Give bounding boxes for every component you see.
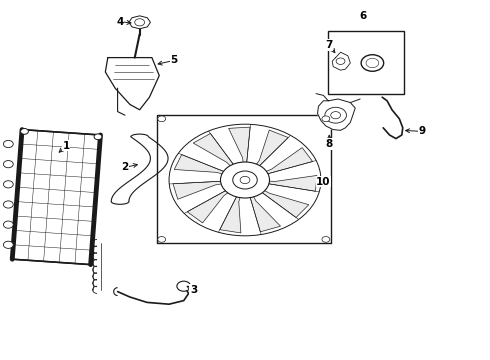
Text: 10: 10 xyxy=(316,177,331,187)
Polygon shape xyxy=(187,180,245,223)
Circle shape xyxy=(322,116,330,122)
Polygon shape xyxy=(193,134,245,180)
Polygon shape xyxy=(245,130,288,180)
Polygon shape xyxy=(105,58,159,110)
Polygon shape xyxy=(318,99,355,130)
Circle shape xyxy=(361,55,384,71)
Text: 3: 3 xyxy=(190,285,197,295)
Polygon shape xyxy=(157,115,331,243)
Polygon shape xyxy=(245,180,280,232)
Circle shape xyxy=(220,162,270,198)
Circle shape xyxy=(3,221,13,228)
Circle shape xyxy=(135,19,145,26)
Circle shape xyxy=(240,176,250,184)
Text: 1: 1 xyxy=(63,141,70,151)
Text: 4: 4 xyxy=(116,17,124,27)
Circle shape xyxy=(177,281,191,291)
Circle shape xyxy=(322,237,330,242)
Polygon shape xyxy=(173,180,245,199)
Circle shape xyxy=(3,241,13,248)
Circle shape xyxy=(158,237,166,242)
Polygon shape xyxy=(332,52,350,70)
Circle shape xyxy=(233,171,257,189)
Circle shape xyxy=(21,129,28,134)
Circle shape xyxy=(366,58,379,68)
Text: 7: 7 xyxy=(325,40,333,50)
Circle shape xyxy=(325,107,346,123)
Polygon shape xyxy=(220,180,245,233)
Text: 9: 9 xyxy=(419,126,426,136)
Polygon shape xyxy=(229,127,250,180)
Polygon shape xyxy=(245,180,309,217)
Polygon shape xyxy=(245,148,313,180)
Circle shape xyxy=(3,140,13,148)
Circle shape xyxy=(94,134,102,140)
Text: 8: 8 xyxy=(326,139,333,149)
Circle shape xyxy=(331,112,341,119)
Circle shape xyxy=(336,58,345,64)
Polygon shape xyxy=(174,154,245,180)
Polygon shape xyxy=(129,16,150,29)
Circle shape xyxy=(3,161,13,168)
Polygon shape xyxy=(12,130,100,265)
Polygon shape xyxy=(245,175,317,191)
Text: 6: 6 xyxy=(359,11,366,21)
Circle shape xyxy=(3,181,13,188)
Text: 5: 5 xyxy=(171,55,177,66)
Bar xyxy=(328,31,404,94)
Circle shape xyxy=(158,116,166,122)
Circle shape xyxy=(3,201,13,208)
Text: 2: 2 xyxy=(122,162,128,172)
